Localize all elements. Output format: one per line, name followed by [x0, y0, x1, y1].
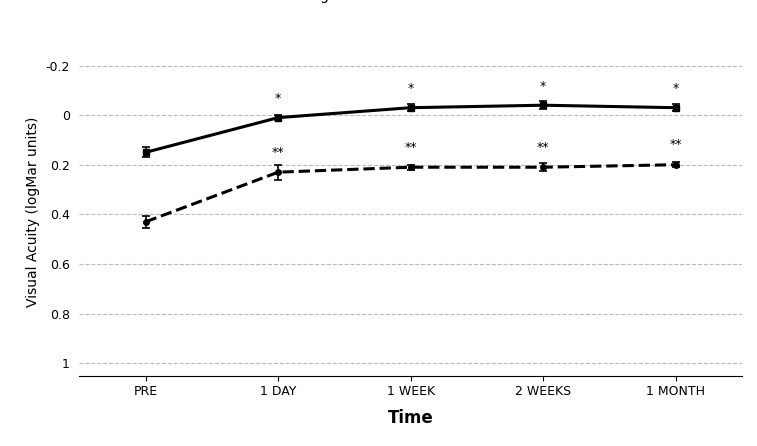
- Text: **: **: [669, 138, 682, 151]
- X-axis label: Time: Time: [388, 409, 434, 427]
- Legend: VA high contrast, •VA low contrast: VA high contrast, •VA low contrast: [238, 0, 584, 8]
- Text: **: **: [404, 140, 417, 153]
- Text: **: **: [537, 140, 550, 153]
- Text: **: **: [272, 145, 285, 158]
- Y-axis label: Visual Acuity (logMar units): Visual Acuity (logMar units): [26, 117, 40, 307]
- Text: *: *: [275, 92, 282, 105]
- Text: *: *: [672, 83, 679, 95]
- Text: Medscape: Medscape: [9, 9, 95, 24]
- Text: *: *: [407, 83, 414, 95]
- Text: Source: Eye Contact Lens © 2014 Lippincott Williams: Source: Eye Contact Lens © 2014 Lippinco…: [452, 427, 749, 438]
- Text: *: *: [540, 80, 547, 93]
